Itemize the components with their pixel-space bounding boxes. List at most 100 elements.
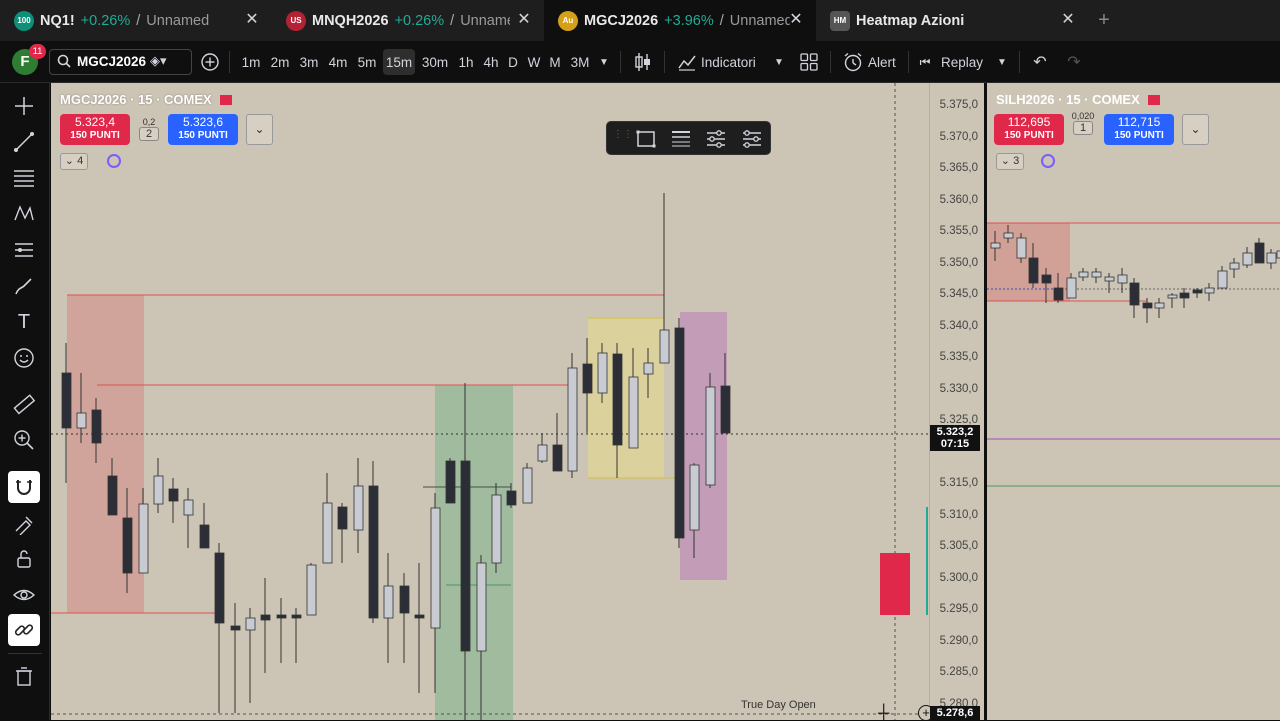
close-icon[interactable]: ✕: [789, 11, 803, 28]
lock-drawing-icon[interactable]: [8, 507, 40, 539]
sell-button[interactable]: 5.323,4 150 PUNTI: [60, 114, 130, 145]
close-icon[interactable]: ✕: [517, 11, 531, 28]
timeframe-4h[interactable]: 4h: [483, 54, 499, 70]
spread-qty[interactable]: 2: [139, 127, 159, 141]
indicators-collapse[interactable]: ⌄ 4: [60, 153, 88, 170]
chart-legend[interactable]: MGCJ2026 · 15 · COMEX: [60, 92, 232, 107]
replay-icon[interactable]: ⏮: [919, 54, 931, 69]
symbol-search-box[interactable]: MGCJ2026 ◈▾: [49, 49, 192, 75]
tab-separator: /: [450, 12, 455, 29]
refresh-icon[interactable]: [1041, 154, 1055, 168]
tab-heatmap[interactable]: HM Heatmap Azioni ✕: [816, 0, 1088, 41]
settings-lines-icon[interactable]: [705, 128, 727, 150]
candle: [1016, 237, 1027, 259]
compare-icon[interactable]: ◈▾: [150, 53, 167, 68]
side-chart-pane[interactable]: SILH2026 · 15 · COMEX 112,695 150 PUNTI …: [987, 83, 1280, 720]
timeframe-3m[interactable]: 3m: [299, 54, 319, 70]
candle: [720, 385, 731, 434]
sliders-icon[interactable]: [741, 128, 763, 150]
chevron-down-icon[interactable]: ⌄: [246, 114, 273, 145]
timeframe-15m[interactable]: 15m: [383, 49, 415, 75]
crosshair-price-tag: 5.278,6: [930, 706, 980, 720]
chevron-down-icon[interactable]: ▼: [599, 56, 609, 68]
drag-handle-icon[interactable]: ⋮⋮: [613, 129, 633, 140]
sell-button[interactable]: 112,695 150 PUNTI: [994, 114, 1064, 145]
candle-style-icon[interactable]: [633, 51, 653, 73]
prediction-icon[interactable]: [8, 234, 40, 266]
timeframe-m[interactable]: M: [549, 54, 561, 70]
chart-title: SILH2026 · 15 · COMEX: [996, 92, 1140, 107]
refresh-icon[interactable]: [107, 154, 121, 168]
alert-button[interactable]: Alert: [868, 54, 896, 70]
magnet-icon[interactable]: [8, 471, 40, 503]
emoji-icon[interactable]: [8, 342, 40, 374]
add-symbol-icon[interactable]: [199, 51, 221, 73]
candle: [628, 376, 639, 449]
redo-icon[interactable]: ↷: [1067, 54, 1081, 71]
close-icon[interactable]: ✕: [1061, 11, 1075, 28]
alert-clock-icon[interactable]: [842, 51, 864, 73]
main-chart-pane[interactable]: MGCJ2026 · 15 · COMEX 5.323,4 150 PUNTI …: [51, 83, 929, 720]
spread-qty[interactable]: 1: [1073, 121, 1093, 135]
candle: [399, 585, 410, 614]
chart-legend[interactable]: SILH2026 · 15 · COMEX: [996, 92, 1160, 107]
main-chart-canvas[interactable]: [51, 83, 929, 720]
flag-icon[interactable]: [219, 94, 232, 105]
unlock-icon[interactable]: [8, 543, 40, 575]
timeframe-1m[interactable]: 1m: [241, 54, 261, 70]
close-icon[interactable]: ✕: [245, 11, 259, 28]
tab-nq1[interactable]: 100 NQ1! +0.26% / Unnamed ✕: [0, 0, 272, 41]
tab-bar: 100 NQ1! +0.26% / Unnamed ✕ US MNQH2026 …: [0, 0, 1280, 41]
pane-divider[interactable]: [984, 83, 987, 720]
indicators-icon[interactable]: [677, 52, 697, 72]
candle: [276, 614, 287, 619]
volume-profile-bar: [880, 553, 910, 615]
side-chart-canvas[interactable]: [987, 83, 1280, 720]
timeframe-d[interactable]: D: [508, 54, 518, 70]
line-style-icon[interactable]: [670, 128, 692, 150]
rectangle-tool-icon[interactable]: [635, 128, 657, 150]
pattern-icon[interactable]: [8, 198, 40, 230]
undo-icon[interactable]: ↶: [1033, 54, 1047, 71]
main-price-axis[interactable]: 5.375,0 5.370,0 5.365,0 5.360,0 5.355,0 5.350…: [918, 83, 984, 721]
candle: [1078, 271, 1089, 278]
chevron-down-icon[interactable]: ▼: [997, 56, 1007, 68]
candle: [1117, 274, 1128, 284]
timeframe-2m[interactable]: 2m: [270, 54, 290, 70]
sell-label: 150 PUNTI: [1004, 130, 1054, 141]
candle: [183, 499, 194, 516]
timeframe-w[interactable]: W: [527, 54, 541, 70]
replay-button[interactable]: Replay: [941, 54, 984, 70]
timeframe-4m[interactable]: 4m: [328, 54, 348, 70]
brush-icon[interactable]: [8, 270, 40, 302]
timeframe-5m[interactable]: 5m: [357, 54, 377, 70]
zoom-in-icon[interactable]: [8, 424, 40, 456]
tab-mgcj[interactable]: Au MGCJ2026 +3.96% / Unnamed ✕: [544, 0, 816, 41]
chevron-down-icon[interactable]: ▼: [774, 56, 784, 68]
buy-button[interactable]: 5.323,6 150 PUNTI: [168, 114, 238, 145]
spread-box: 0,020 1: [1071, 111, 1095, 142]
candle: [476, 562, 487, 652]
tab-change: +3.96%: [664, 12, 714, 29]
fib-icon[interactable]: [8, 162, 40, 194]
indicators-collapse[interactable]: ⌄ 3: [996, 153, 1024, 170]
buy-button[interactable]: 112,715 150 PUNTI: [1104, 114, 1174, 145]
plus-icon[interactable]: +: [1098, 9, 1110, 31]
candle: [306, 564, 317, 616]
crosshair-icon[interactable]: [8, 90, 40, 122]
trendline-icon[interactable]: [8, 126, 40, 158]
eye-icon[interactable]: [8, 579, 40, 611]
flag-icon[interactable]: [1147, 94, 1160, 105]
tab-mnq[interactable]: US MNQH2026 +0.26% / Unnamed ✕: [272, 0, 544, 41]
chevron-down-icon[interactable]: ⌄: [1182, 114, 1209, 145]
link-icon[interactable]: [8, 614, 40, 646]
ruler-icon[interactable]: [8, 388, 40, 420]
timeframe-3m-month[interactable]: 3M: [570, 54, 590, 70]
candle: [1276, 250, 1280, 259]
text-icon[interactable]: T: [17, 310, 31, 333]
timeframe-30m[interactable]: 30m: [421, 54, 449, 70]
trash-icon[interactable]: [8, 661, 40, 693]
timeframe-1h[interactable]: 1h: [458, 54, 474, 70]
layout-grid-icon[interactable]: [799, 52, 819, 72]
indicators-button[interactable]: Indicatori: [701, 54, 756, 70]
